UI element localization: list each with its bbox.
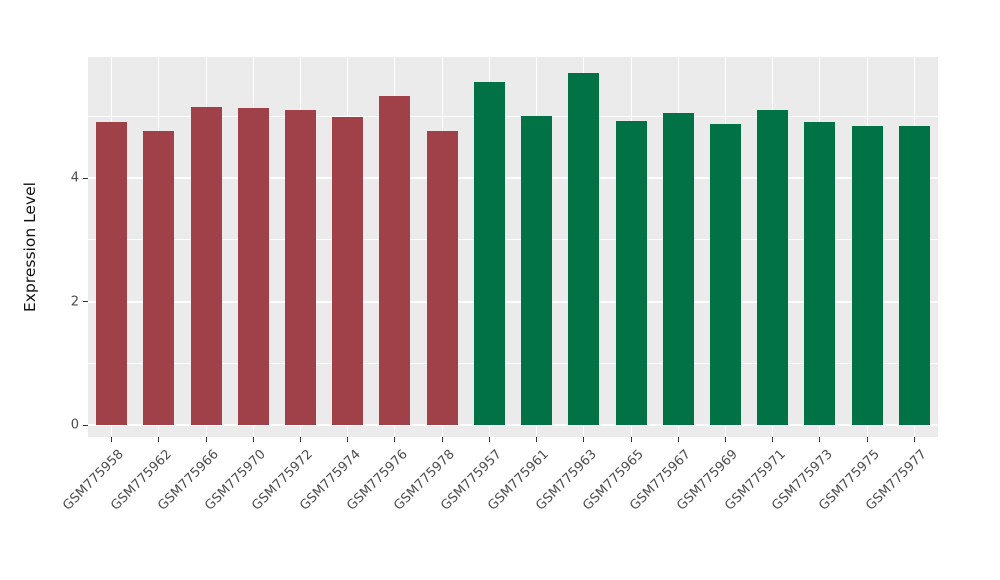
x-tick-label: GSM775976 [343, 447, 411, 514]
x-tick-label: GSM775963 [532, 447, 600, 514]
x-tick-mark [158, 437, 160, 442]
x-tick-label: GSM775973 [768, 447, 836, 514]
x-tick-mark [488, 437, 490, 442]
x-tick-mark [725, 437, 726, 442]
x-tick-label: GSM775966 [155, 447, 222, 514]
x-tick-label: GSM775965 [580, 447, 647, 514]
x-tick-label: GSM775970 [202, 447, 269, 514]
x-tick-mark [300, 437, 301, 442]
x-tick-label: GSM775961 [485, 447, 553, 514]
x-tick-mark [394, 437, 396, 442]
x-tick-label: GSM775967 [627, 447, 694, 514]
x-tick-mark [583, 437, 585, 442]
plot-panel [88, 57, 938, 437]
x-tick-mark [630, 437, 632, 442]
x-tick-label: GSM775978 [391, 447, 458, 514]
x-tick-label: GSM775974 [296, 447, 364, 514]
x-tick-mark [819, 437, 821, 442]
x-tick-mark [205, 437, 207, 442]
x-tick-label: GSM775962 [107, 447, 175, 514]
x-tick-mark [772, 437, 774, 442]
x-tick-label: GSM775958 [60, 447, 128, 514]
x-tick-mark [441, 437, 443, 442]
y-axis-title: Expression Level [21, 182, 39, 312]
x-tick-mark [677, 437, 679, 442]
y-tick-label: 0 [70, 417, 79, 433]
y-tick-label: 2 [70, 294, 79, 309]
x-tick-label: GSM775975 [816, 447, 883, 514]
x-tick-mark [347, 437, 349, 442]
x-tick-label: GSM775969 [674, 447, 742, 514]
x-tick-mark [866, 437, 868, 442]
x-tick-mark [111, 437, 113, 442]
x-tick-mark [536, 437, 538, 442]
x-tick-label: GSM775957 [438, 447, 505, 514]
x-tick-label: GSM775971 [721, 447, 789, 514]
x-tick-label: GSM775972 [249, 447, 317, 514]
x-tick-mark [252, 437, 254, 442]
y-tick-label: 4 [70, 170, 79, 186]
x-tick-label: GSM775977 [863, 447, 930, 514]
x-tick-mark [913, 437, 915, 442]
